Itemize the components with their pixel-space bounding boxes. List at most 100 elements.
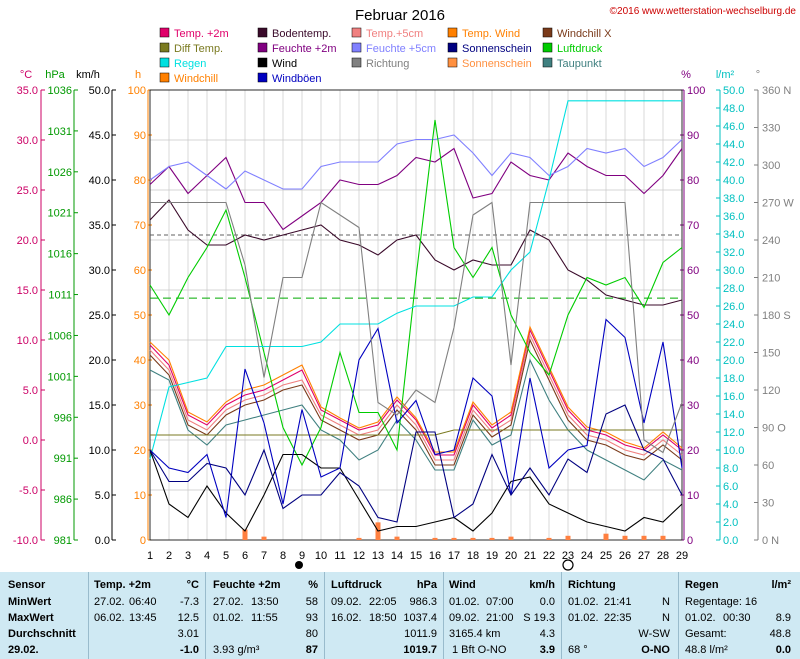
wind_ticks-tick-label: 40.0: [89, 175, 110, 187]
series-line: [149, 338, 683, 466]
legend-label: Temp.+5cm: [366, 28, 423, 40]
day-tick-label: 13: [372, 550, 384, 562]
dir_ticks-tick-label: 60: [762, 460, 774, 472]
rain-current-total: 48.8 l/m²: [685, 644, 728, 656]
wind_ticks-tick-label: 5.0: [95, 490, 110, 502]
legend-swatch: [447, 57, 458, 68]
rain_ticks-tick-label: 38.0: [723, 193, 744, 205]
dir_ticks-tick-label: 120: [762, 385, 780, 397]
copyright-link[interactable]: ©2016 www.wetterstation-wechselburg.de: [610, 6, 797, 17]
direction-min-value: N: [662, 596, 670, 608]
legend-swatch: [447, 27, 458, 38]
hpa_ticks-tick-label: 981: [54, 535, 72, 547]
hpa_ticks-tick-label: 1026: [48, 167, 72, 179]
humidity-absolute: 3.93 g/m³: [213, 644, 260, 656]
series-line: [150, 201, 683, 454]
dir_ticks-tick-label: 210: [762, 273, 780, 285]
pct_ticks-tick-label: 80: [687, 175, 699, 187]
rain-bar: [622, 535, 628, 540]
pressure-max-date: 16.02.: [331, 612, 362, 624]
wind_ticks-tick-label: 20.0: [89, 355, 110, 367]
chart-series: [149, 100, 683, 532]
temp_ticks-tick-label: 15.0: [17, 285, 38, 297]
wind-current: 3.9: [539, 644, 555, 656]
humidity-min-date: 27.02.: [213, 596, 244, 608]
humidity-max-value: 93: [305, 612, 318, 624]
day-tick-label: 28: [657, 550, 669, 562]
legend-swatch: [159, 72, 170, 83]
rain_ticks-tick-label: 22.0: [723, 337, 744, 349]
row-label-max: MaxWert: [8, 612, 54, 624]
pct_ticks-tick-label: 50: [687, 310, 699, 322]
rain_ticks-tick-label: 48.0: [723, 103, 744, 115]
series-line: [149, 119, 683, 467]
axis-unit-pct_unit: %: [681, 69, 691, 81]
legend-label: Windchill X: [557, 28, 612, 40]
wind_ticks-tick-label: 25.0: [89, 310, 110, 322]
day-tick-label: 4: [204, 550, 210, 562]
series-line: [149, 134, 683, 190]
plot-frame: [149, 89, 683, 541]
rain_ticks-tick-label: 18.0: [723, 373, 744, 385]
hours_ticks-tick-label: 100: [128, 85, 146, 97]
legend-label: Feuchte +2m: [272, 43, 337, 55]
hpa_ticks-tick-label: 1036: [48, 85, 72, 97]
rain_ticks-tick-label: 42.0: [723, 157, 744, 169]
rain-days: Regentage: 16: [685, 596, 758, 608]
wind_ticks-tick-label: 10.0: [89, 445, 110, 457]
direction-average: W-SW: [638, 628, 670, 640]
temp_ticks-tick-label: 0.0: [23, 435, 38, 447]
wind-min-value: 0.0: [539, 596, 555, 608]
wind_ticks-tick-label: 50.0: [89, 85, 110, 97]
day-tick-label: 18: [467, 550, 479, 562]
series-line: [149, 199, 683, 306]
day-tick-label: 11: [334, 550, 345, 562]
rain_ticks-tick-label: 46.0: [723, 121, 744, 133]
rain_ticks-tick-label: 26.0: [723, 301, 744, 313]
temp-current: -1.0: [180, 644, 199, 656]
dir_ticks-tick-label: 30: [762, 498, 774, 510]
pressure-column: Luftdruck hPa 09.02. 22:05 986.3 16.02. …: [324, 572, 443, 659]
legend-swatch: [542, 27, 553, 38]
pressure-min-time: 22:05: [369, 596, 397, 608]
pressure-header: Luftdruck: [331, 579, 382, 591]
legend-label: Temp. +2m: [174, 28, 229, 40]
rain_ticks-tick-label: 24.0: [723, 319, 744, 331]
direction-column: Richtung 01.02. 21:41 N 01.02. 22:35 N W…: [561, 572, 678, 659]
legend-swatch: [159, 57, 170, 68]
pct_ticks-tick-label: 60: [687, 265, 699, 277]
day-tick-label: 21: [524, 550, 536, 562]
chart-legend: Temp. +2m Bodentemp. Temp.+5cm Temp. Wind Wi…: [159, 27, 612, 85]
day-tick-label: 9: [299, 550, 305, 562]
legend-label: Regen: [174, 58, 206, 70]
legend-swatch: [542, 42, 553, 53]
wind-max-time: 21:00: [486, 612, 514, 624]
temp-header: Temp. +2m: [94, 579, 151, 591]
statistics-table: Sensor MinWert MaxWert Durchschnitt 29.0…: [0, 572, 800, 659]
rain-bar: [489, 537, 495, 540]
hours_ticks-tick-label: 80: [134, 175, 146, 187]
hpa_ticks-tick-label: 996: [54, 412, 72, 424]
pressure-unit: hPa: [416, 579, 437, 591]
rain-header: Regen: [685, 579, 719, 591]
hpa_ticks-tick-label: 1001: [48, 371, 72, 383]
axis-unit-wind_unit: km/h: [76, 69, 100, 81]
rain_ticks-tick-label: 10.0: [723, 445, 744, 457]
wind-header: Wind: [449, 579, 476, 591]
pct_ticks-tick-label: 0: [687, 535, 693, 547]
legend-swatch: [257, 72, 268, 83]
rain_ticks-tick-label: 50.0: [723, 85, 744, 97]
humidity-min-value: 58: [305, 596, 318, 608]
day-tick-label: 20: [505, 550, 517, 562]
dir_ticks-tick-label: 0 N: [762, 535, 779, 547]
hours_ticks-tick-label: 50: [134, 310, 146, 322]
direction-min-date: 01.02.: [568, 596, 599, 608]
rain-bar: [356, 537, 362, 540]
hpa_ticks-tick-label: 991: [54, 453, 72, 465]
legend-label: Luftdruck: [557, 43, 603, 55]
rain-column: Regen l/m² Regentage: 16 01.02. 00:30 8.…: [678, 572, 800, 659]
hpa_ticks-tick-label: 1011: [48, 290, 72, 302]
rain-total: 48.8: [769, 628, 791, 640]
rain_ticks-tick-label: 14.0: [723, 409, 744, 421]
hpa_ticks-tick-label: 1006: [48, 330, 72, 342]
